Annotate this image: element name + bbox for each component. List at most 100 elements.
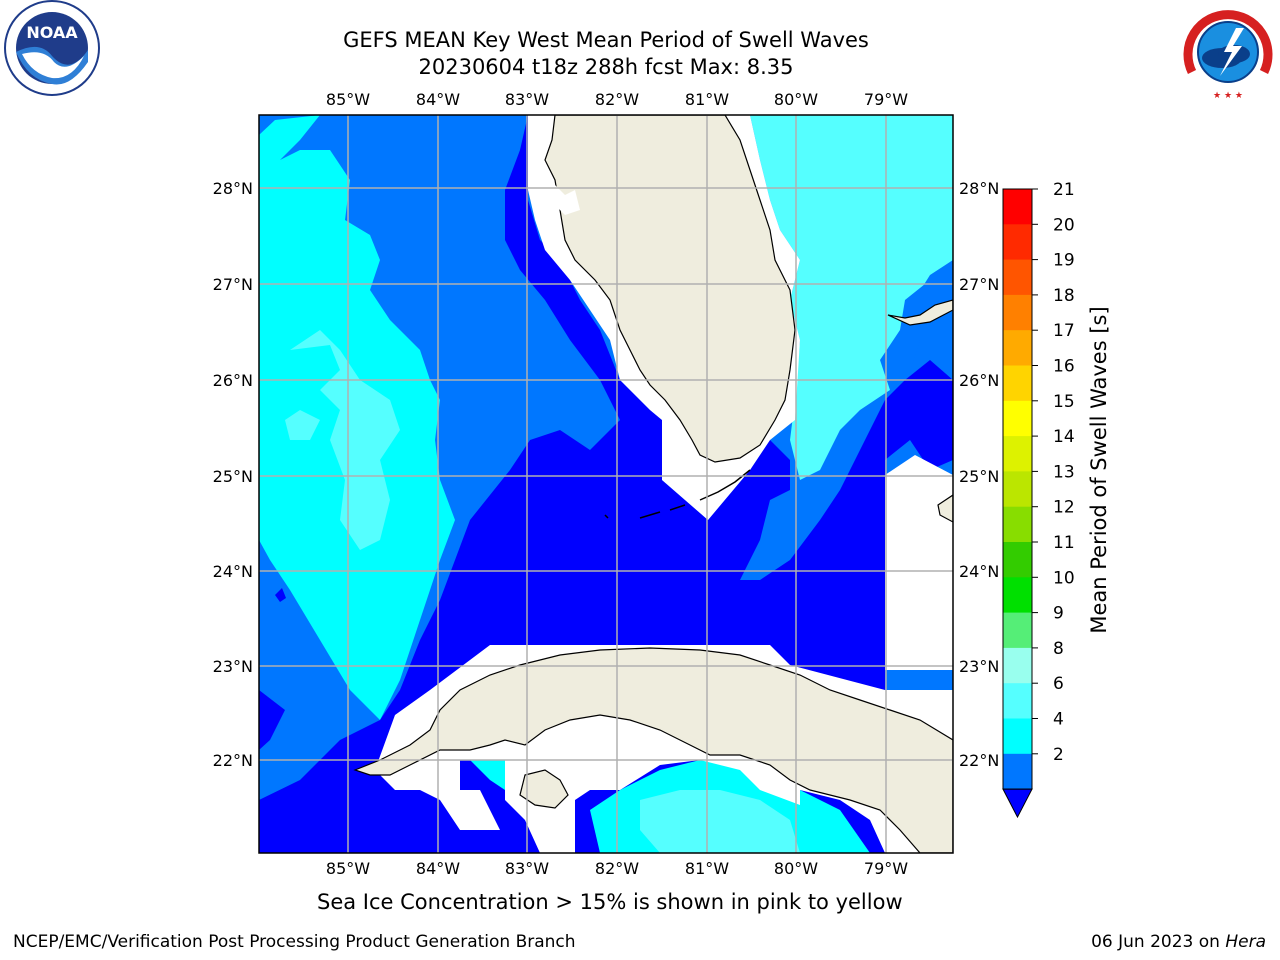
noaa-logo-icon: NOAA bbox=[4, 0, 100, 96]
lat-label: 25°N bbox=[213, 467, 253, 486]
lon-label: 84°W bbox=[416, 859, 460, 878]
lon-labels-bottom: 85°W 84°W 83°W 82°W 81°W 80°W 79°W bbox=[326, 859, 908, 878]
svg-text:NOAA: NOAA bbox=[26, 23, 78, 42]
colorbar-tick-label: 2 bbox=[1053, 745, 1064, 765]
colorbar-tick-label: 8 bbox=[1053, 639, 1064, 659]
swell-zone-cyan-bay bbox=[470, 760, 505, 790]
colorbar-segment bbox=[1003, 294, 1032, 331]
lat-label: 23°N bbox=[213, 657, 253, 676]
lat-label: 22°N bbox=[959, 751, 999, 770]
lon-label: 83°W bbox=[505, 859, 549, 878]
colorbar-tick-label: 19 bbox=[1053, 251, 1075, 271]
map-subtitle: 20230604 t18z 288h fcst Max: 8.35 bbox=[418, 55, 794, 79]
lat-label: 27°N bbox=[959, 275, 999, 294]
svg-text:★ ★ ★: ★ ★ ★ bbox=[1213, 91, 1243, 101]
colorbar-tick-label: 13 bbox=[1053, 462, 1075, 482]
colorbar-tick-label: 14 bbox=[1053, 427, 1075, 447]
lat-labels-left: 28°N 27°N 26°N 25°N 24°N 23°N 22°N bbox=[213, 179, 253, 770]
colorbar-tick-label: 21 bbox=[1053, 180, 1075, 200]
lon-label: 83°W bbox=[505, 90, 549, 109]
lat-label: 24°N bbox=[213, 562, 253, 581]
colorbar-segment bbox=[1003, 330, 1032, 366]
colorbar-segment bbox=[1003, 259, 1032, 296]
land-isle-of-youth bbox=[519, 769, 569, 809]
lat-label: 26°N bbox=[959, 371, 999, 390]
lat-label: 22°N bbox=[213, 751, 253, 770]
footer-machine: Hera bbox=[1225, 932, 1266, 952]
lat-label: 25°N bbox=[959, 467, 999, 486]
nws-logo-icon: ★ ★ ★ bbox=[1180, 4, 1276, 101]
swell-zone-darkblue-sw bbox=[259, 690, 285, 750]
footer-date-text: 06 Jun 2023 on bbox=[1091, 932, 1226, 952]
map-title: GEFS MEAN Key West Mean Period of Swell … bbox=[343, 28, 869, 52]
nodata-north-east bbox=[885, 690, 953, 720]
colorbar-label: Mean Period of Swell Waves [s] bbox=[1087, 306, 1111, 633]
lon-label: 84°W bbox=[416, 90, 460, 109]
colorbar-tick-label: 11 bbox=[1053, 533, 1075, 553]
lon-label: 82°W bbox=[595, 90, 639, 109]
lon-label: 81°W bbox=[685, 90, 729, 109]
colorbar-segment bbox=[1003, 471, 1032, 508]
lat-label: 28°N bbox=[213, 179, 253, 198]
lat-label: 27°N bbox=[213, 275, 253, 294]
sea-ice-note: Sea Ice Concentration > 15% is shown in … bbox=[317, 890, 903, 914]
lat-label: 26°N bbox=[213, 371, 253, 390]
colorbar-segment bbox=[1003, 506, 1032, 543]
lat-label: 24°N bbox=[959, 562, 999, 581]
footer-branch: NCEP/EMC/Verification Post Processing Pr… bbox=[13, 932, 576, 952]
colorbar-tick-label: 18 bbox=[1053, 286, 1075, 306]
swell-zone-cyan-east bbox=[750, 115, 953, 480]
lon-label: 79°W bbox=[864, 859, 908, 878]
lon-label: 80°W bbox=[774, 90, 818, 109]
lon-label: 85°W bbox=[326, 90, 370, 109]
nodata-east-box bbox=[885, 455, 953, 670]
map-frame bbox=[258, 114, 954, 854]
land-cuba bbox=[353, 647, 953, 853]
colorbar-segment bbox=[1003, 577, 1032, 614]
land-florida-keys bbox=[604, 469, 751, 519]
lon-label: 80°W bbox=[774, 859, 818, 878]
colorbar-tick-label: 12 bbox=[1053, 498, 1075, 518]
colorbar-segment bbox=[1003, 365, 1032, 402]
colorbar-tick-label: 20 bbox=[1053, 215, 1075, 235]
colorbar-tick-label: 17 bbox=[1053, 321, 1075, 341]
colorbar-extend-arrow bbox=[1002, 788, 1033, 819]
colorbar-frame bbox=[1002, 188, 1033, 790]
swell-zone-darkblue-spot bbox=[275, 588, 286, 602]
lon-label: 79°W bbox=[864, 90, 908, 109]
colorbar-tick-label: 16 bbox=[1053, 357, 1075, 377]
graticule bbox=[259, 115, 953, 853]
swell-zone-lightcyan-west2 bbox=[285, 410, 320, 440]
land-bahamas bbox=[887, 299, 953, 326]
colorbar-segment bbox=[1003, 224, 1032, 261]
lat-label: 28°N bbox=[959, 179, 999, 198]
footer-date: 06 Jun 2023 on Hera bbox=[1091, 932, 1266, 952]
colorbar: 21 20 19 18 17 16 15 14 13 12 11 10 9 8 6 4 2 bbox=[1002, 180, 1075, 819]
colorbar-segment bbox=[1003, 612, 1032, 649]
lon-label: 81°W bbox=[685, 859, 729, 878]
lat-label: 23°N bbox=[959, 657, 999, 676]
colorbar-segment bbox=[1003, 436, 1032, 472]
lat-labels-right: 28°N 27°N 26°N 25°N 24°N 23°N 22°N bbox=[959, 179, 999, 770]
lon-label: 82°W bbox=[595, 859, 639, 878]
colorbar-segment bbox=[1003, 647, 1032, 684]
colorbar-segment bbox=[1003, 718, 1032, 755]
colorbar-segment bbox=[1003, 189, 1032, 225]
colorbar-tick-label: 4 bbox=[1053, 710, 1064, 730]
colorbar-segment bbox=[1003, 683, 1032, 719]
land-bahamas-2 bbox=[937, 494, 953, 523]
colorbar-tick-label: 10 bbox=[1053, 568, 1075, 588]
land-florida bbox=[544, 115, 796, 463]
lon-label: 85°W bbox=[326, 859, 370, 878]
swell-zone-lightcyan-south bbox=[640, 790, 800, 853]
colorbar-segment bbox=[1003, 753, 1032, 790]
colorbar-tick-label: 6 bbox=[1053, 674, 1064, 694]
colorbar-tick-label: 15 bbox=[1053, 392, 1075, 412]
colorbar-segment bbox=[1003, 400, 1032, 437]
colorbar-segment bbox=[1003, 542, 1032, 578]
land-florida-bay bbox=[540, 185, 580, 215]
lon-labels-top: 85°W 84°W 83°W 82°W 81°W 80°W 79°W bbox=[326, 90, 908, 109]
colorbar-tick-label: 9 bbox=[1053, 604, 1064, 624]
swell-zone-lightcyan-west bbox=[290, 330, 400, 550]
